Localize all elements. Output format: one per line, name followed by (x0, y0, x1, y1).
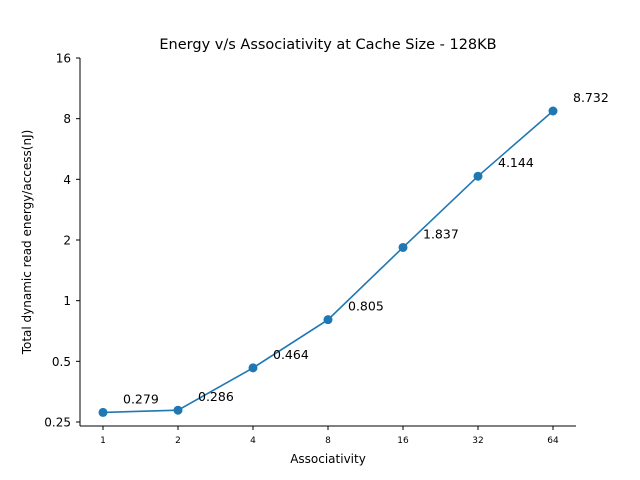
data-label: 1.837 (423, 226, 459, 241)
y-tick-label: 1 (63, 294, 71, 308)
x-tick-label: 2 (175, 436, 181, 446)
x-ticks: 1 2 4 8 16 32 64 (100, 426, 559, 446)
y-tick-label: 8 (63, 112, 71, 126)
data-point (248, 363, 258, 373)
x-tick-label: 16 (397, 436, 409, 446)
y-axis-label: Total dynamic read energy/access(nJ) (20, 130, 34, 356)
data-point (323, 315, 333, 325)
data-label: 0.805 (348, 299, 384, 314)
x-tick-label: 4 (250, 436, 256, 446)
y-tick-label: 2 (63, 234, 71, 248)
data-point (98, 407, 108, 417)
y-tick-label: 16 (56, 52, 71, 66)
series-line (102, 110, 554, 414)
data-label: 0.464 (273, 347, 309, 362)
chart-title: Energy v/s Associativity at Cache Size -… (159, 37, 496, 53)
x-tick-label: 64 (547, 436, 559, 446)
data-point (173, 405, 183, 415)
data-point (473, 171, 483, 181)
data-label: 0.286 (198, 389, 234, 404)
x-tick-label: 1 (100, 436, 106, 446)
x-tick-label: 32 (472, 436, 483, 446)
y-tick-label: 4 (63, 173, 71, 187)
data-point (548, 106, 558, 116)
data-label: 4.144 (498, 155, 534, 170)
series-group: 0.279 0.286 0.464 0.805 1.837 4.144 8.732 (98, 90, 609, 417)
y-tick-label: 0.25 (44, 416, 71, 430)
data-point (398, 242, 408, 252)
x-axis-label: Associativity (290, 452, 366, 466)
y-tick-label: 0.5 (52, 355, 71, 369)
y-ticks: 0.25 0.5 1 2 4 8 16 (44, 52, 80, 430)
data-label: 8.732 (573, 90, 609, 105)
data-label: 0.279 (123, 391, 159, 406)
x-tick-label: 8 (325, 436, 331, 446)
